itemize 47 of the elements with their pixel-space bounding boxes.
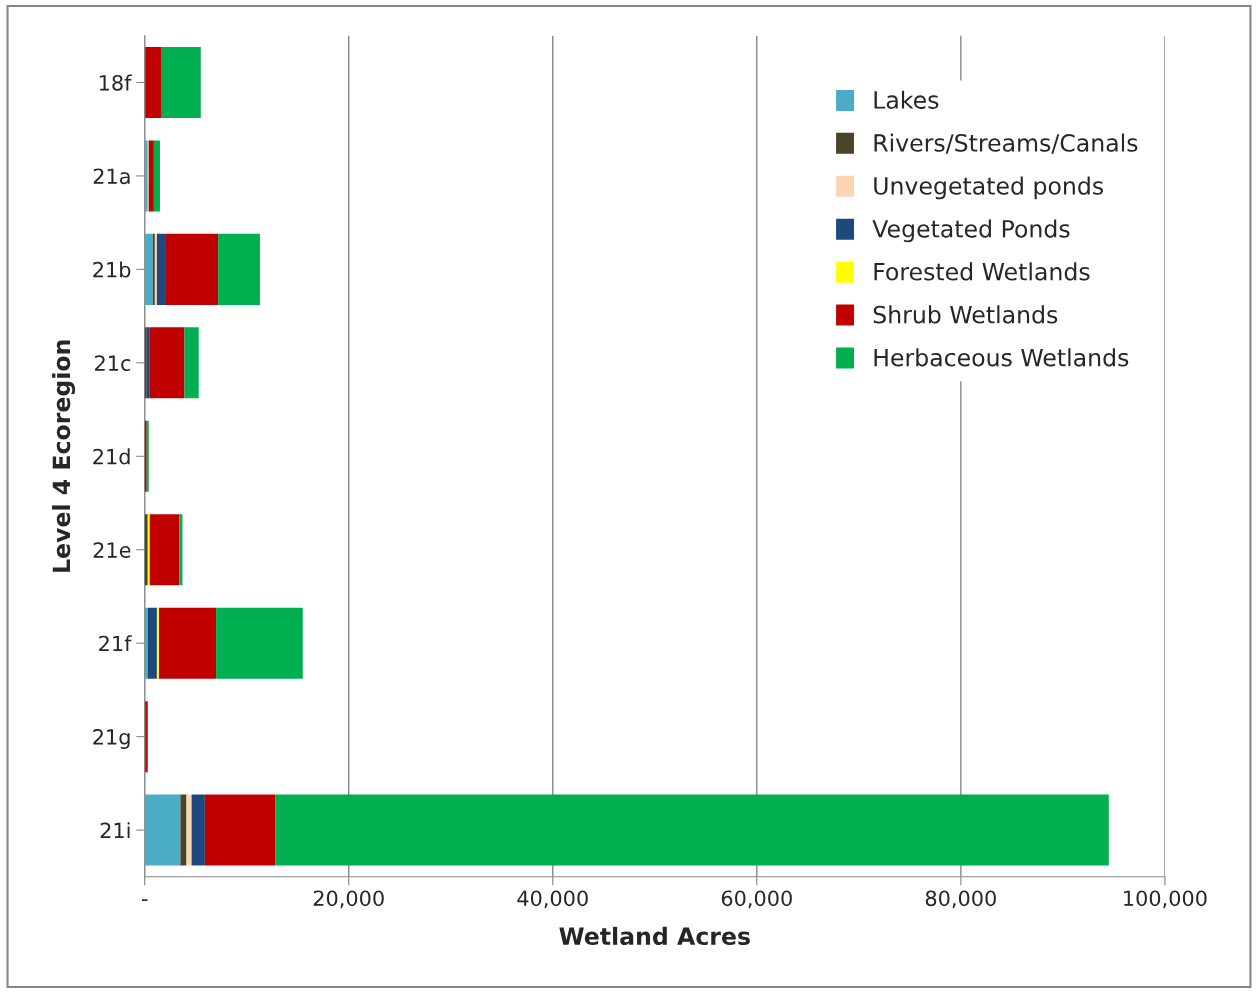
legend-label: Rivers/Streams/Canals: [874, 133, 1138, 154]
bar: [144, 794, 181, 866]
bar: [218, 233, 260, 305]
bar: [147, 607, 157, 679]
legend-label: Shrub Wetlands: [873, 305, 1058, 324]
bar: [216, 607, 303, 679]
y-tick-label: 21i: [100, 822, 130, 839]
x-tick-label: 20,000: [313, 890, 384, 909]
legend-label: Herbaceous Wetlands: [874, 348, 1129, 367]
bar: [204, 794, 276, 866]
bar: [158, 607, 217, 679]
bar: [153, 140, 160, 212]
x-axis-title: Wetland Acres: [559, 926, 750, 946]
y-tick-label: 21d: [93, 448, 130, 465]
bar: [149, 327, 185, 399]
x-tick-label: -: [141, 899, 148, 901]
bar: [156, 233, 166, 305]
x-tick-label: 80,000: [925, 890, 996, 909]
y-tick-label: 21f: [99, 635, 132, 652]
bar: [180, 794, 187, 866]
legend-label: Unvegetated ponds: [874, 176, 1104, 200]
y-tick-label: 21c: [95, 355, 131, 372]
bar: [186, 794, 192, 866]
legend-label: Vegetated Ponds: [872, 219, 1070, 243]
bar: [144, 233, 153, 305]
legend-label: Lakes: [874, 90, 939, 109]
y-tick-label: 21g: [93, 729, 130, 749]
bar: [145, 46, 161, 118]
y-axis-title: Level 4 Ecoregion: [52, 340, 76, 572]
legend-label: Forested Wetlands: [874, 262, 1090, 281]
y-tick-label: 21a: [93, 168, 130, 185]
bar: [184, 327, 199, 399]
y-tick-label: 18f: [99, 74, 132, 91]
bar: [148, 140, 154, 212]
bar: [149, 514, 180, 586]
bar: [179, 514, 183, 586]
bar: [165, 233, 219, 305]
bar: [144, 607, 148, 679]
x-tick-label: 60,000: [721, 890, 792, 909]
bar: [191, 794, 205, 866]
bar: [160, 46, 201, 118]
bar: [275, 794, 1109, 866]
bar: [156, 607, 159, 679]
x-tick-label: 100,000: [1124, 890, 1207, 909]
x-tick-label: 40,000: [517, 890, 588, 909]
y-tick-label: 21e: [93, 542, 131, 558]
y-tick-label: 21b: [93, 261, 131, 278]
